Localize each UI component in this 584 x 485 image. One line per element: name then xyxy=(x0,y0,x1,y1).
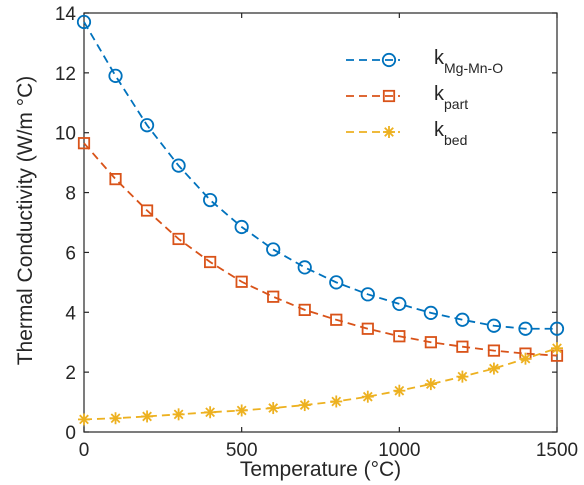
data-point xyxy=(392,296,407,312)
data-point xyxy=(423,305,438,320)
data-point xyxy=(330,395,343,408)
axes: 0 500 1000 1500 0 2 4 6 8 10 12 14 xyxy=(55,4,578,461)
y-tick-label: 10 xyxy=(55,124,76,145)
data-point xyxy=(203,192,218,208)
data-point xyxy=(486,318,502,333)
series-part xyxy=(77,137,564,362)
x-tick-label: 1500 xyxy=(536,440,578,461)
y-tick-label: 14 xyxy=(55,4,77,25)
data-point xyxy=(383,126,395,138)
data-point xyxy=(381,52,397,68)
data-point xyxy=(330,313,343,326)
data-point xyxy=(393,384,406,397)
data-point xyxy=(172,408,185,421)
data-point xyxy=(549,321,565,336)
data-point xyxy=(204,406,217,419)
data-point xyxy=(487,362,500,375)
data-point xyxy=(455,312,470,327)
data-point xyxy=(77,137,91,150)
x-tick-label: 500 xyxy=(226,440,258,461)
data-point xyxy=(360,287,375,302)
data-point xyxy=(298,399,311,412)
data-point xyxy=(487,344,501,357)
y-axis-label: Thermal Conductivity (W/m °C) xyxy=(14,76,37,366)
data-point xyxy=(204,255,217,269)
data-point xyxy=(235,275,248,288)
x-axis-label: Temperature (°C) xyxy=(240,458,401,481)
data-point xyxy=(139,118,155,133)
data-point xyxy=(76,14,92,30)
data-point xyxy=(329,275,344,290)
series-line xyxy=(83,347,558,421)
series-bed xyxy=(78,342,563,426)
data-point xyxy=(234,219,249,235)
data-point xyxy=(519,352,532,365)
legend-entry: kpart xyxy=(346,83,468,112)
data-point xyxy=(424,378,437,391)
y-tick-label: 2 xyxy=(65,363,76,384)
y-tick-label: 6 xyxy=(65,243,76,264)
legend-label: kpart xyxy=(434,83,468,112)
data-point xyxy=(109,173,122,186)
data-point xyxy=(267,402,280,415)
data-point xyxy=(297,260,312,275)
legend-label: kMg-Mn-O xyxy=(434,47,503,76)
x-tick-label: 0 xyxy=(79,440,90,461)
data-point xyxy=(109,412,122,425)
y-tick-label: 12 xyxy=(55,64,76,85)
series-mg-mn-o xyxy=(76,14,565,336)
x-tick-label: 1000 xyxy=(378,440,420,461)
data-point xyxy=(424,336,437,349)
series-layer xyxy=(76,14,565,426)
legend-entry: kMg-Mn-O xyxy=(346,47,503,76)
legend: kMg-Mn-O kpart kbed xyxy=(346,47,503,148)
legend-entry: kbed xyxy=(346,119,467,148)
plot-frame xyxy=(83,12,558,433)
data-point xyxy=(141,410,154,423)
y-tick-label: 8 xyxy=(65,184,76,205)
data-point xyxy=(235,404,248,417)
data-point xyxy=(108,68,123,83)
data-point xyxy=(171,158,186,173)
data-point xyxy=(267,290,280,303)
data-point xyxy=(172,232,185,246)
data-point xyxy=(361,322,374,335)
y-tick-label: 0 xyxy=(65,423,76,444)
data-point xyxy=(518,321,533,336)
series-line xyxy=(83,142,558,357)
data-point xyxy=(266,242,281,257)
data-point xyxy=(298,303,311,316)
data-point xyxy=(382,89,396,103)
data-point xyxy=(361,390,374,403)
legend-label: kbed xyxy=(434,119,467,148)
series-line xyxy=(83,21,557,330)
data-point xyxy=(393,330,406,343)
data-point xyxy=(551,342,563,355)
y-tick-label: 4 xyxy=(65,303,76,324)
data-point xyxy=(78,413,90,426)
data-point xyxy=(456,370,469,383)
data-point xyxy=(140,204,154,217)
data-point xyxy=(456,340,469,353)
